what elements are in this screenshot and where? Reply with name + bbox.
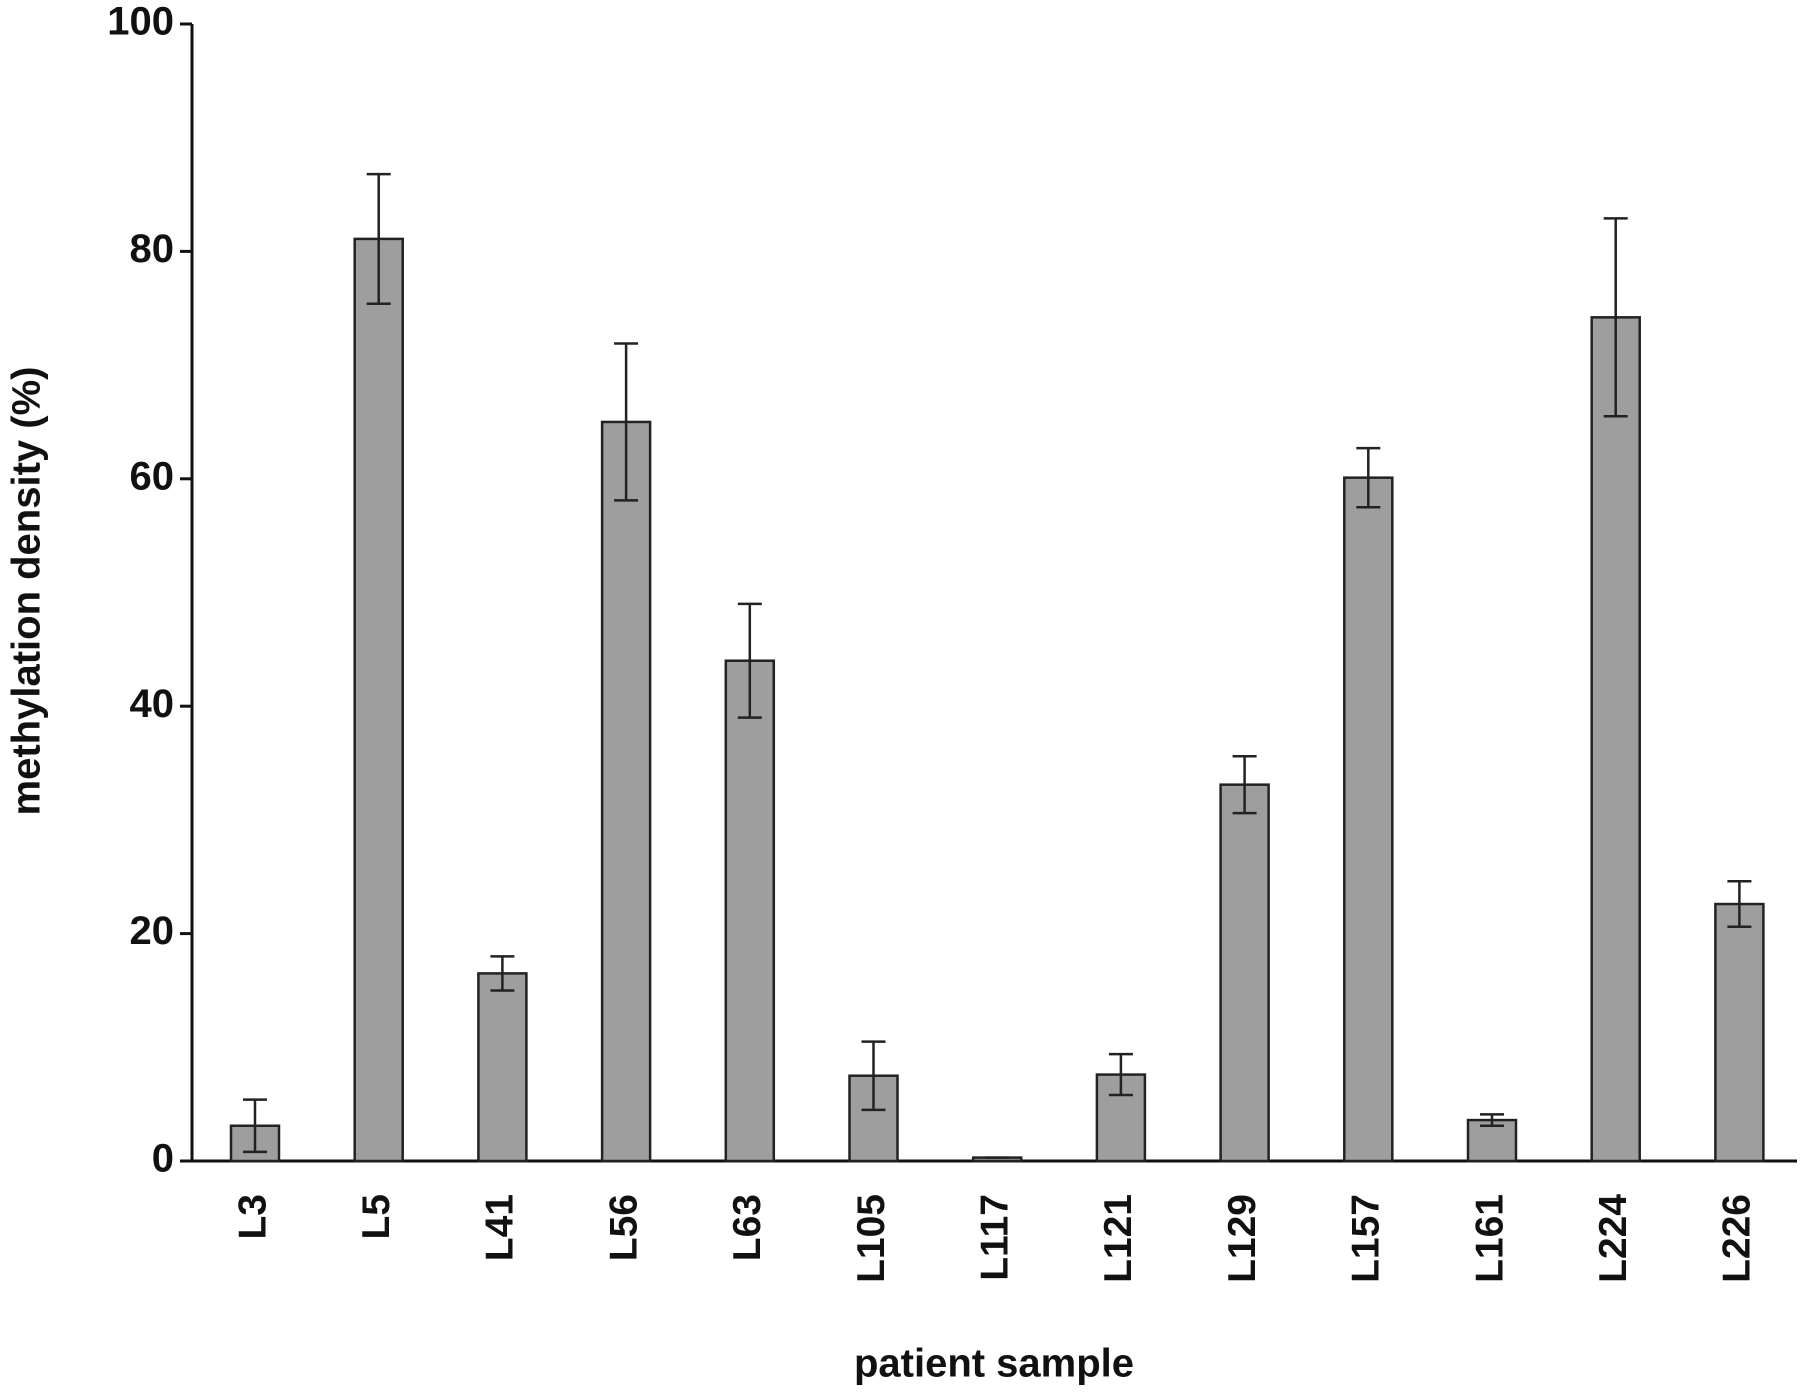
bar: [600, 420, 652, 1163]
x-tick-label: L5: [355, 1194, 398, 1240]
bar: [477, 972, 528, 1163]
x-tick-label: L105: [850, 1194, 893, 1283]
x-tick-label: L224: [1592, 1194, 1635, 1283]
bar: [1466, 1118, 1518, 1163]
bar: [724, 659, 776, 1163]
x-tick-label: L117: [973, 1194, 1016, 1281]
y-tick-label: 100: [107, 0, 174, 44]
error-bar: [1108, 1052, 1133, 1097]
y-tick-label: 80: [130, 227, 175, 271]
y-tick-label: 60: [130, 454, 175, 498]
y-axis-label: methylation density (%): [5, 367, 49, 816]
x-axis-label: patient sample: [854, 1342, 1134, 1386]
error-bar: [1603, 217, 1628, 418]
error-bar: [614, 342, 639, 502]
error-bar: [737, 602, 762, 719]
bar: [1219, 783, 1270, 1163]
error-bar: [366, 172, 391, 305]
y-tick-label: 0: [152, 1137, 174, 1181]
error-bar: [1356, 446, 1381, 509]
bar: [353, 237, 404, 1163]
error-bar: [861, 1040, 886, 1112]
x-tick-label: L56: [602, 1194, 645, 1261]
x-tick-label: L3: [231, 1194, 274, 1240]
y-tick-label: 40: [130, 682, 175, 726]
bar: [1343, 476, 1394, 1163]
x-tick-label: L161: [1468, 1194, 1511, 1283]
x-tick-label: L226: [1716, 1194, 1759, 1283]
x-tick-label: L129: [1221, 1194, 1264, 1283]
error-bar: [490, 955, 515, 992]
x-tick-label: L41: [479, 1194, 522, 1261]
error-bar: [1232, 754, 1257, 815]
x-tick-label: L63: [726, 1194, 769, 1261]
error-bar: [1480, 1113, 1504, 1127]
y-tick-label: 20: [130, 909, 175, 953]
x-tick-label: L157: [1345, 1194, 1388, 1283]
x-tick-label: L121: [1097, 1194, 1140, 1283]
bar: [1590, 316, 1641, 1163]
error-bar: [243, 1098, 267, 1154]
error-bar: [1727, 880, 1752, 929]
bar: [1714, 902, 1765, 1163]
